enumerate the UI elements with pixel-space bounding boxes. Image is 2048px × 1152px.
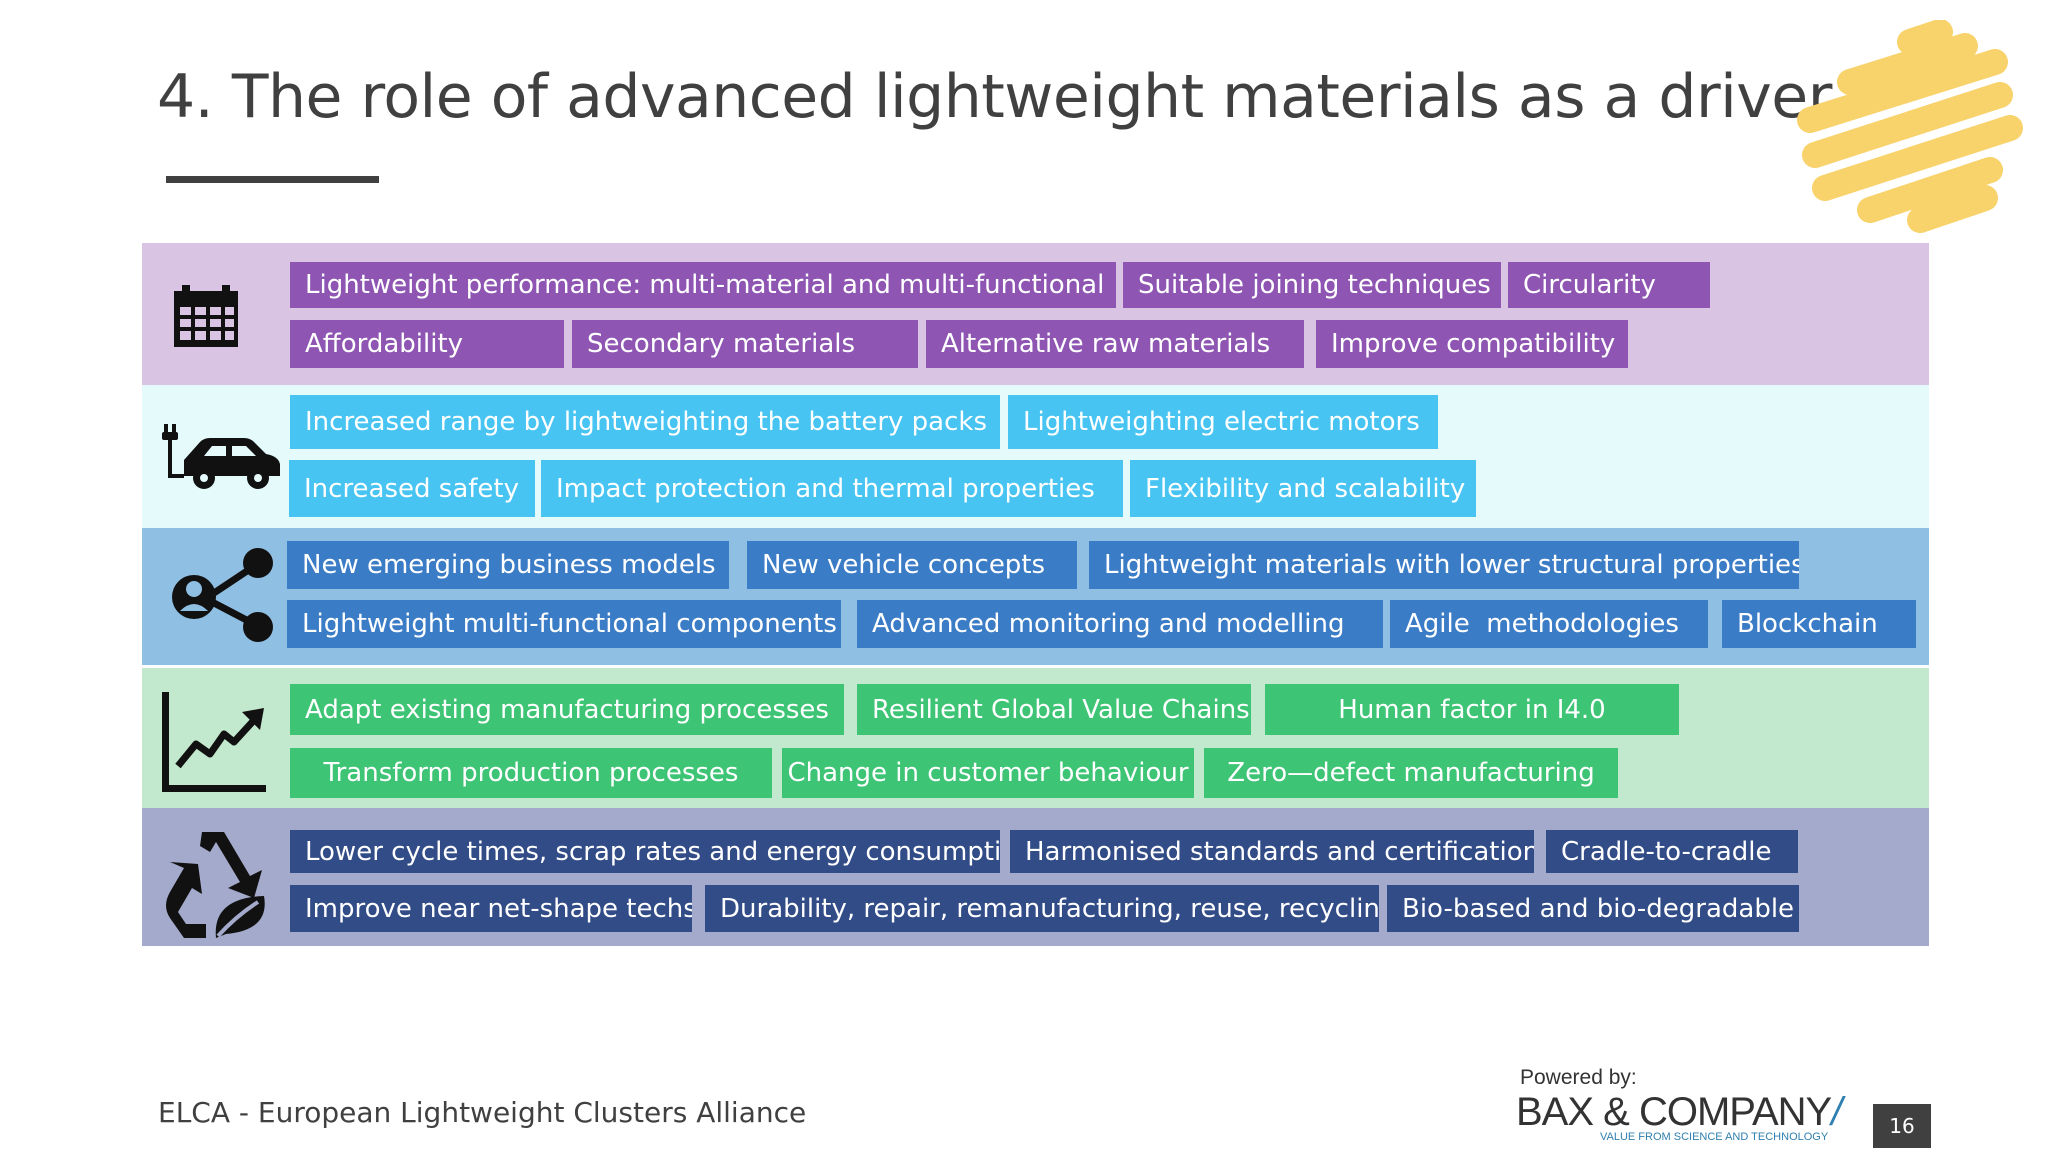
chip-increased-safety: Increased safety: [289, 460, 535, 517]
chip-near-net-shape: Improve near net-shape techs: [290, 885, 692, 932]
chip-transform-production: Transform production processes: [290, 748, 772, 798]
chip-lightweight-performance: Lightweight performance: multi-material …: [290, 262, 1116, 308]
page-title: 4. The role of advanced lightweight mate…: [157, 62, 1832, 132]
chip-resilient-gvc: Resilient Global Value Chains: [857, 684, 1251, 735]
chip-suitable-joining: Suitable joining techniques: [1123, 262, 1501, 308]
chip-improve-compatibility: Improve compatibility: [1316, 320, 1628, 368]
chip-agile-methodologies: Agile methodologies: [1390, 600, 1708, 648]
calendar-icon: [174, 285, 238, 347]
recycle-leaf-icon: [166, 832, 265, 938]
chip-customer-behaviour: Change in customer behaviour: [782, 748, 1194, 798]
brand-name: BAX & COMPANY: [1516, 1090, 1832, 1134]
chip-alternative-raw-materials: Alternative raw materials: [926, 320, 1304, 368]
brand-slash: /: [1831, 1090, 1842, 1134]
chip-zero-defect: Zero—defect manufacturing: [1204, 748, 1618, 798]
title-underline: [166, 176, 379, 183]
chip-advanced-monitoring: Advanced monitoring and modelling: [857, 600, 1383, 648]
chip-adapt-existing: Adapt existing manufacturing processes: [290, 684, 844, 735]
chip-blockchain: Blockchain: [1722, 600, 1916, 648]
chip-secondary-materials: Secondary materials: [572, 320, 918, 368]
chip-lightweighting-motors: Lightweighting electric motors: [1008, 395, 1438, 449]
chip-multi-functional-components: Lightweight multi-functional components: [287, 600, 841, 648]
chip-increased-range: Increased range by lightweighting the ba…: [290, 395, 1000, 449]
chip-harmonised-standards: Harmonised standards and certification: [1010, 830, 1534, 873]
chip-impact-protection: Impact protection and thermal properties: [541, 460, 1123, 517]
chip-bio-based: Bio-based and bio-degradable: [1387, 885, 1799, 932]
electric-car-icon: [162, 424, 280, 489]
chip-new-vehicle-concepts: New vehicle concepts: [747, 541, 1077, 589]
page-number: 16: [1873, 1104, 1931, 1148]
chip-durability-repair: Durability, repair, remanufacturing, reu…: [705, 885, 1379, 932]
share-network-icon: [172, 548, 273, 642]
chip-affordability: Affordability: [290, 320, 564, 368]
chip-new-business-models: New emerging business models: [287, 541, 729, 589]
brand-logo: BAX & COMPANY/: [1516, 1090, 1842, 1135]
chip-lightweight-lower-structural: Lightweight materials with lower structu…: [1089, 541, 1799, 589]
stripes-logo-icon: [1797, 20, 2023, 233]
footer-org: ELCA - European Lightweight Clusters All…: [158, 1096, 807, 1129]
chip-flexibility-scalability: Flexibility and scalability: [1130, 460, 1476, 517]
brand-tagline: VALUE FROM SCIENCE AND TECHNOLOGY: [1600, 1131, 1829, 1143]
growth-chart-icon: [162, 692, 266, 792]
chip-cradle-to-cradle: Cradle-to-cradle: [1546, 830, 1798, 873]
chip-lower-cycle-times: Lower cycle times, scrap rates and energ…: [290, 830, 1000, 873]
chip-human-factor: Human factor in I4.0: [1265, 684, 1679, 735]
chip-circularity: Circularity: [1508, 262, 1710, 308]
powered-by-label: Powered by:: [1520, 1066, 1637, 1089]
